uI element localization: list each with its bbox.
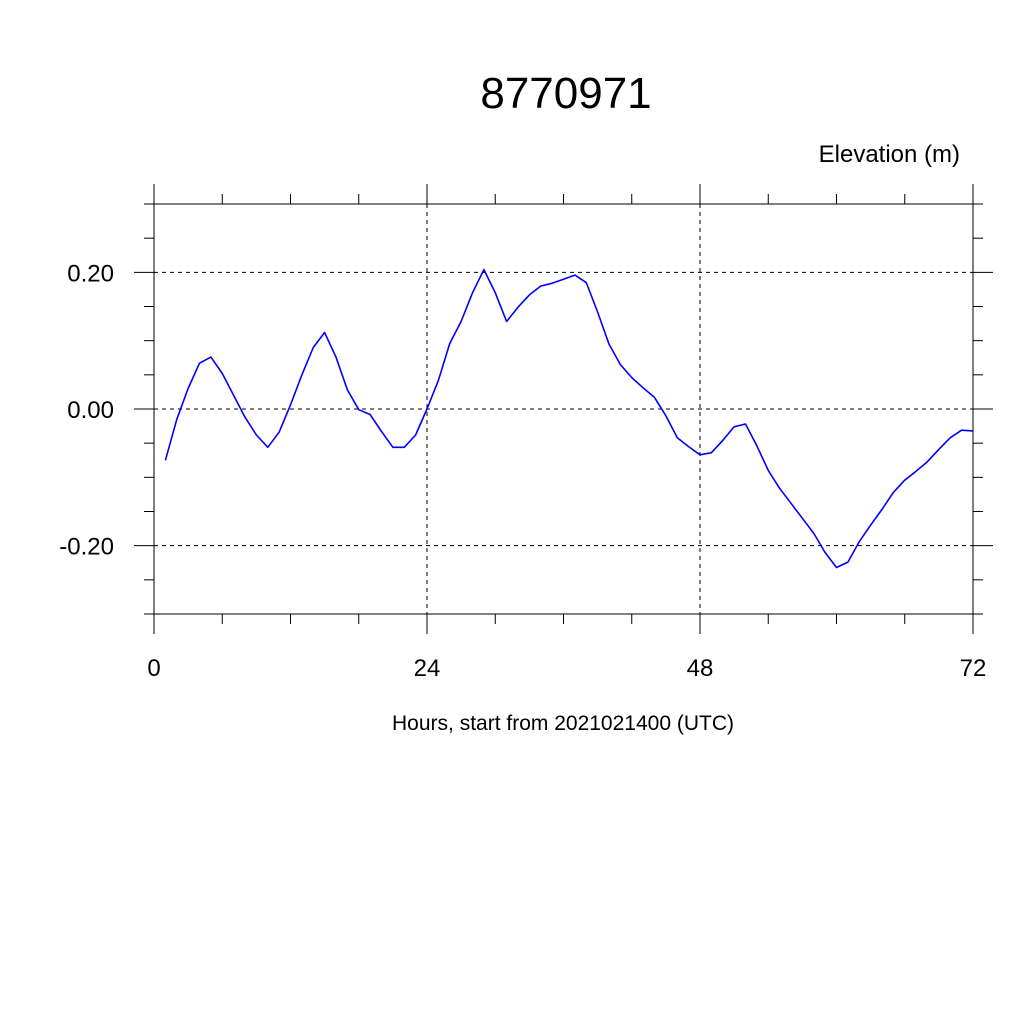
series-layer	[164, 268, 974, 569]
series-line	[164, 268, 974, 569]
y-tick-label: 0.00	[67, 397, 114, 424]
x-axis-label: Hours, start from 2021021400 (UTC)	[392, 712, 734, 735]
grid-lines	[153, 204, 974, 614]
x-tick-label: 24	[414, 655, 441, 682]
x-tick-label: 72	[960, 655, 987, 682]
y-tick-label: 0.20	[67, 260, 114, 287]
y-axis-unit-label: Elevation (m)	[819, 141, 960, 168]
x-tick-label: 48	[687, 655, 714, 682]
tick-labels: 0 24 48 72 -0.20 0.00 0.20	[59, 260, 986, 682]
y-tick-label: -0.20	[59, 534, 114, 561]
x-tick-label: 0	[147, 655, 160, 682]
axis-ticks	[134, 184, 993, 634]
chart-title: 8770971	[480, 69, 651, 118]
